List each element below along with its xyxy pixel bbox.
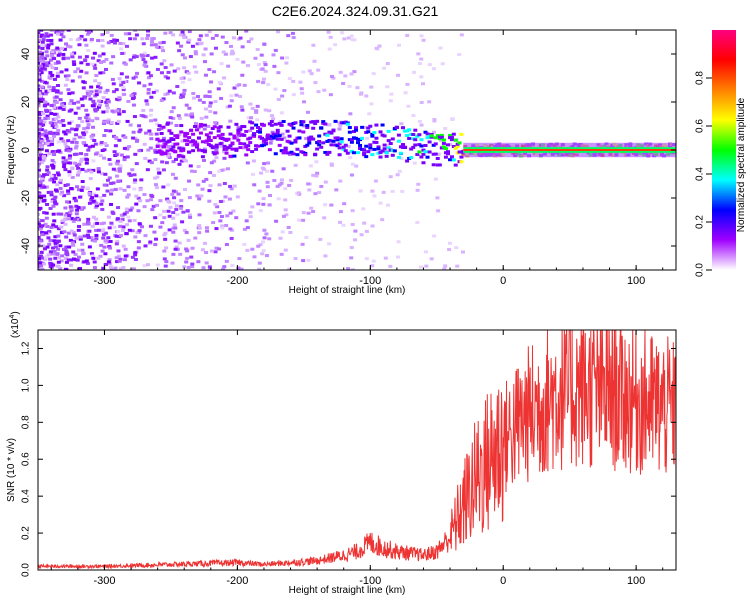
bottom-y-tick-label: 1.0 [21,378,32,392]
top-x-tick-label: -100 [359,275,381,287]
bottom-y-tick-label: 0.8 [21,415,32,429]
scale-label: (x104) [9,311,21,338]
bottom-y-axis-label: SNR (10 * v/v) [6,438,17,502]
bottom-x-tick-label: -100 [359,575,381,587]
snr-plot: -300 -200 -100 0 100 0.0 0.2 0.4 0.6 0.8 1.0 1.2 Hei… [6,311,677,596]
colorbar-tick-label: 0.2 [695,215,706,229]
colorbar-label: Normalized spectral amplitude [736,97,747,232]
top-y-axis-label: Frequency (Hz) [6,116,17,185]
colorbar-tick-label: 0.4 [695,167,706,181]
bottom-x-tick-label: -300 [93,575,115,587]
figure-title: C2E6.2024.324.09.31.G21 [272,3,439,19]
bottom-y-tick-label: 0.2 [21,526,32,540]
top-x-axis-label: Height of straight line (km) [289,285,406,296]
top-x-tick-label: 100 [627,275,645,287]
colorbar-gradient [712,30,736,270]
colorbar: 0.0 0.2 0.4 0.6 0.8 Normalized spectral ampli… [695,30,747,277]
top-x-tick-label: -300 [93,275,115,287]
top-x-tick-label: -200 [226,275,248,287]
bottom-x-axis-label: Height of straight line (km) [289,585,406,596]
bottom-y-tick-label: 0.4 [21,489,32,503]
colorbar-tick-label: 0.8 [695,71,706,85]
bottom-y-tick-label: 0.0 [21,563,32,577]
colorbar-tick-label: 0.0 [695,263,706,277]
bottom-x-tick-label: 0 [500,575,506,587]
bottom-x-tick-label: 100 [627,575,645,587]
top-y-tick-label: -40 [20,238,32,254]
top-x-tick-label: 0 [500,275,506,287]
bottom-y-tick-label: 0.6 [21,452,32,466]
top-y-tick-label: 40 [20,48,32,60]
top-y-tick-label: 0 [20,147,32,153]
top-y-tick-label: -20 [20,190,32,206]
bottom-x-tick-label: -200 [226,575,248,587]
bottom-y-tick-label: 1.2 [21,341,32,355]
colorbar-tick-label: 0.6 [695,119,706,133]
top-y-tick-label: 20 [20,96,32,108]
bottom-plot-frame [37,329,677,571]
noise-scatter [38,30,465,270]
snr-line [38,330,676,570]
spectral-ridge [155,119,676,167]
